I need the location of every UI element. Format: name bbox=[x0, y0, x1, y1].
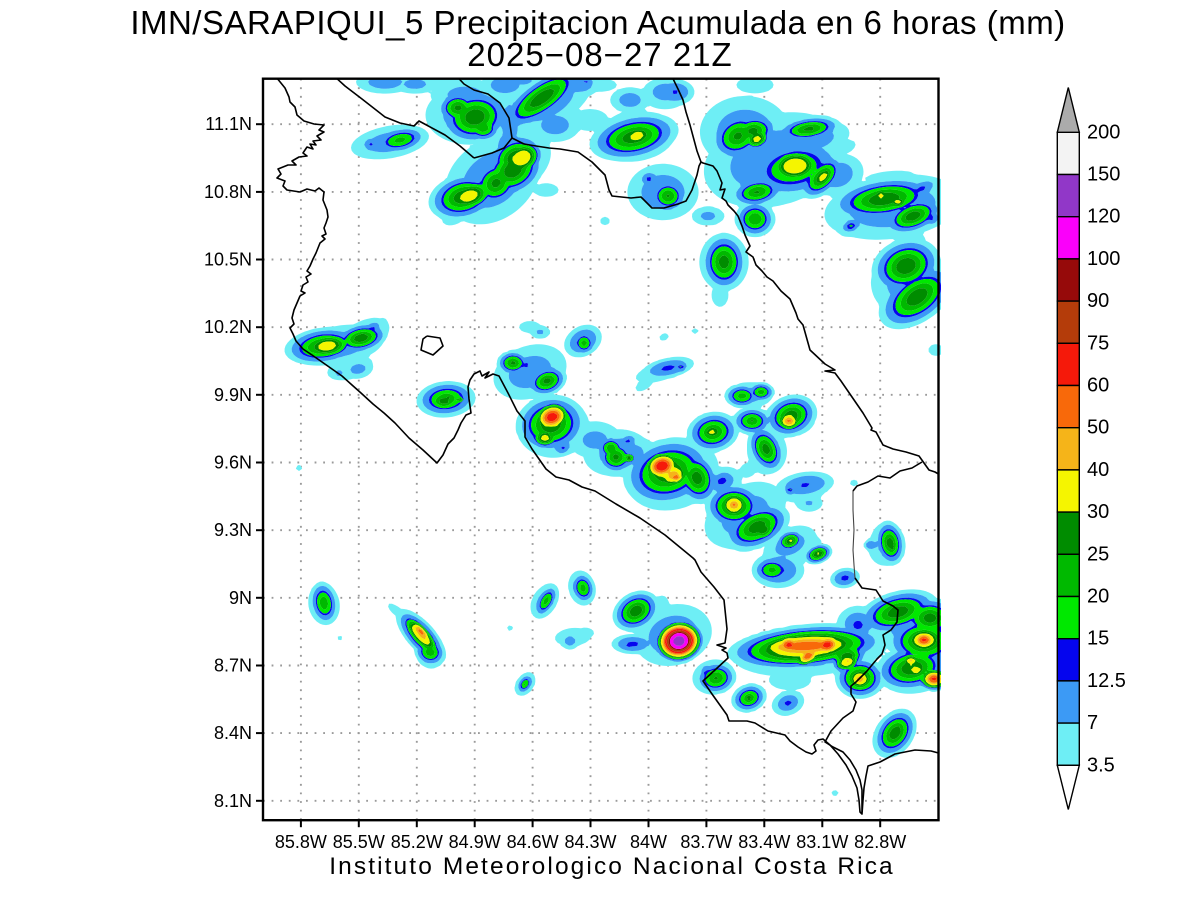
svg-text:3.5: 3.5 bbox=[1087, 754, 1115, 776]
svg-text:85.8W: 85.8W bbox=[275, 832, 327, 852]
svg-text:20: 20 bbox=[1087, 586, 1109, 608]
svg-text:85.2W: 85.2W bbox=[391, 832, 443, 852]
svg-text:8.1N: 8.1N bbox=[214, 791, 252, 811]
svg-text:10.5N: 10.5N bbox=[204, 250, 252, 270]
svg-text:200: 200 bbox=[1087, 121, 1120, 143]
svg-text:Instituto Meteorologico Nacion: Instituto Meteorologico Nacional Costa R… bbox=[329, 853, 895, 880]
svg-text:75: 75 bbox=[1087, 332, 1109, 354]
svg-text:84.9W: 84.9W bbox=[449, 832, 501, 852]
svg-text:9N: 9N bbox=[229, 588, 252, 608]
svg-text:150: 150 bbox=[1087, 164, 1120, 186]
svg-text:IMN/SARAPIQUI_5 Precipitacion: IMN/SARAPIQUI_5 Precipitacion Acumulada … bbox=[130, 4, 1065, 41]
svg-text:40: 40 bbox=[1087, 459, 1109, 481]
svg-text:83.7W: 83.7W bbox=[680, 832, 732, 852]
svg-text:10.8N: 10.8N bbox=[204, 182, 252, 202]
svg-text:60: 60 bbox=[1087, 375, 1109, 397]
svg-text:11.1N: 11.1N bbox=[205, 114, 252, 134]
svg-text:30: 30 bbox=[1087, 501, 1109, 523]
svg-text:25: 25 bbox=[1087, 543, 1109, 565]
svg-text:10.2N: 10.2N bbox=[204, 317, 252, 337]
svg-text:9.9N: 9.9N bbox=[214, 385, 252, 405]
svg-text:84.6W: 84.6W bbox=[507, 832, 559, 852]
svg-text:100: 100 bbox=[1087, 248, 1120, 270]
svg-text:90: 90 bbox=[1087, 290, 1109, 312]
svg-text:82.8W: 82.8W bbox=[854, 832, 906, 852]
svg-text:15: 15 bbox=[1087, 628, 1109, 650]
svg-text:8.4N: 8.4N bbox=[214, 723, 252, 743]
svg-text:7: 7 bbox=[1087, 712, 1098, 734]
svg-text:2025−08−27 21Z: 2025−08−27 21Z bbox=[467, 36, 732, 73]
svg-text:84.3W: 84.3W bbox=[564, 832, 616, 852]
svg-text:50: 50 bbox=[1087, 417, 1109, 439]
svg-text:83.4W: 83.4W bbox=[738, 832, 790, 852]
svg-text:85.5W: 85.5W bbox=[333, 832, 385, 852]
svg-text:9.3N: 9.3N bbox=[214, 520, 252, 540]
svg-text:8.7N: 8.7N bbox=[214, 656, 252, 676]
svg-text:12.5: 12.5 bbox=[1087, 670, 1126, 692]
svg-text:83.1W: 83.1W bbox=[796, 832, 848, 852]
svg-text:9.6N: 9.6N bbox=[214, 453, 252, 473]
svg-text:84W: 84W bbox=[630, 832, 667, 852]
svg-text:120: 120 bbox=[1087, 206, 1120, 228]
